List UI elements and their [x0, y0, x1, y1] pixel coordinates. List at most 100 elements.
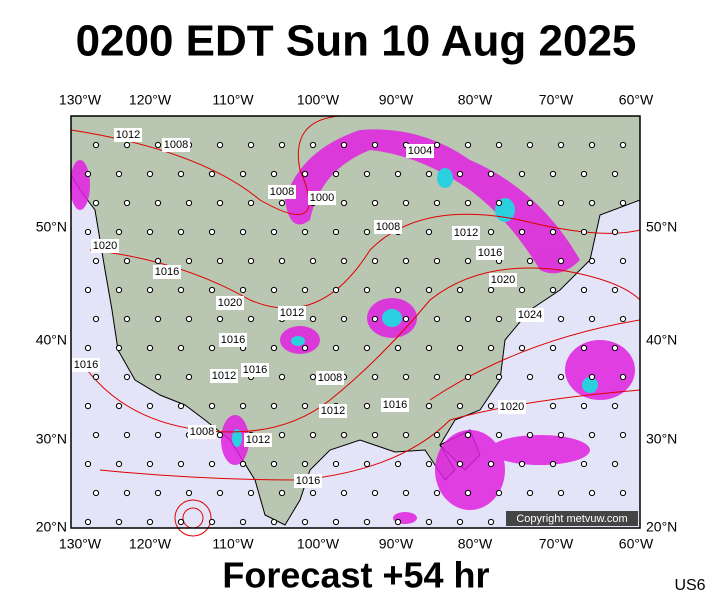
isobar-label-box — [316, 371, 344, 385]
station — [332, 518, 340, 526]
isobar-label-box — [374, 220, 402, 234]
station — [487, 460, 495, 468]
isobar-label-box — [188, 425, 216, 439]
lon-label-top: 60°W — [619, 92, 654, 108]
station — [549, 344, 557, 352]
lon-label-top: 110°W — [212, 92, 254, 108]
station — [433, 431, 441, 439]
station — [84, 170, 92, 178]
isobar-label-box — [498, 400, 526, 414]
station — [402, 315, 410, 323]
station — [154, 199, 162, 207]
isobar-label-box — [72, 358, 100, 372]
isobar-label: 1008 — [270, 186, 294, 198]
isobar-label-box — [452, 226, 480, 240]
isobar-label: 1020 — [218, 297, 242, 309]
station — [301, 170, 309, 178]
isobar-label: 1012 — [280, 307, 304, 319]
station — [518, 460, 526, 468]
station — [154, 431, 162, 439]
station — [588, 141, 596, 149]
station — [619, 315, 627, 323]
station — [487, 344, 495, 352]
station — [309, 373, 317, 381]
station — [216, 315, 224, 323]
station — [549, 286, 557, 294]
station — [278, 257, 286, 265]
isobar-label: 1012 — [212, 370, 236, 382]
station — [526, 257, 534, 265]
station — [394, 286, 402, 294]
isobar-label-box — [308, 191, 336, 205]
station — [278, 141, 286, 149]
station — [371, 315, 379, 323]
station — [363, 170, 371, 178]
lat-label-right: 30°N — [646, 431, 677, 447]
station — [580, 460, 588, 468]
station — [115, 286, 123, 294]
station — [208, 402, 216, 410]
station — [309, 257, 317, 265]
isobar-label-box — [91, 239, 119, 253]
station — [495, 431, 503, 439]
station — [394, 344, 402, 352]
isobar-label-box — [476, 246, 504, 260]
station — [92, 315, 100, 323]
isobar-label: 1008 — [190, 426, 214, 438]
isobar-label-box — [162, 138, 190, 152]
station — [177, 228, 185, 236]
title: 0200 EDT Sun 10 Aug 2025 — [76, 17, 637, 66]
station — [239, 228, 247, 236]
station — [146, 460, 154, 468]
isobar-label: 1012 — [321, 405, 345, 417]
isobar-label: 1016 — [74, 359, 98, 371]
station — [123, 431, 131, 439]
station — [425, 286, 433, 294]
station — [216, 489, 224, 497]
isobar-label: 1020 — [491, 274, 515, 286]
station — [557, 373, 565, 381]
station — [278, 373, 286, 381]
station — [146, 228, 154, 236]
lat-label-left: 50°N — [36, 219, 67, 235]
station — [557, 315, 565, 323]
station — [332, 286, 340, 294]
station — [433, 373, 441, 381]
station — [588, 373, 596, 381]
station — [371, 489, 379, 497]
isobar-label: 1016 — [383, 399, 407, 411]
station — [177, 518, 185, 526]
lon-label-top: 90°W — [379, 92, 414, 108]
station — [456, 460, 464, 468]
station — [340, 257, 348, 265]
lat-label-right: 40°N — [646, 332, 677, 348]
isobar-label-box — [219, 333, 247, 347]
station — [92, 199, 100, 207]
station — [580, 344, 588, 352]
station — [185, 199, 193, 207]
station — [371, 257, 379, 265]
isobar-label: 1012 — [116, 129, 140, 141]
station — [611, 286, 619, 294]
lon-label-bottom: 70°W — [539, 536, 574, 552]
lon-label-bottom: 120°W — [129, 536, 172, 552]
station — [208, 518, 216, 526]
station — [239, 518, 247, 526]
station — [557, 141, 565, 149]
isobar-label: 1004 — [408, 145, 432, 157]
station — [146, 344, 154, 352]
station — [309, 431, 317, 439]
station — [549, 228, 557, 236]
station — [464, 257, 472, 265]
station — [332, 460, 340, 468]
station — [588, 431, 596, 439]
station — [433, 315, 441, 323]
station — [619, 489, 627, 497]
station — [247, 199, 255, 207]
lat-label-left: 20°N — [36, 519, 67, 535]
station — [549, 402, 557, 410]
station — [301, 286, 309, 294]
station — [456, 344, 464, 352]
station — [146, 402, 154, 410]
stations — [84, 141, 627, 526]
